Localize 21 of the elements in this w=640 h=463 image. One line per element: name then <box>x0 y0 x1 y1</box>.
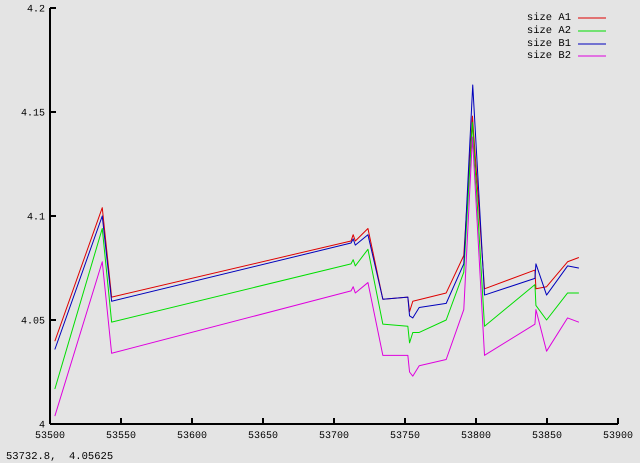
y-tick-label: 4.15 <box>20 108 45 120</box>
x-tick-label: 53850 <box>532 431 562 442</box>
x-tick-label: 53650 <box>248 431 278 442</box>
legend-label: size B1 <box>526 38 571 50</box>
legend-label: size A1 <box>526 12 571 24</box>
legend-label: size B2 <box>526 50 571 62</box>
line-series <box>54 84 580 350</box>
y-tick-label: 4 <box>38 420 45 432</box>
y-tick-label: 4.05 <box>20 316 45 328</box>
x-tick-label: 53700 <box>318 431 350 442</box>
x-tick-label: 53750 <box>390 431 420 442</box>
y-tick-label: 4.2 <box>26 4 45 16</box>
line-series <box>54 116 580 342</box>
x-tick-label: 53900 <box>602 431 634 442</box>
x-tick-label: 53800 <box>460 431 492 442</box>
y-tick-label: 4.1 <box>26 212 45 224</box>
text: 53732.8, 4.05625 <box>6 451 114 463</box>
x-tick-label: 53550 <box>106 431 136 442</box>
legend-label: size A2 <box>526 25 571 38</box>
x-tick-label: 53500 <box>34 431 66 442</box>
x-tick-label: 53600 <box>176 431 208 442</box>
